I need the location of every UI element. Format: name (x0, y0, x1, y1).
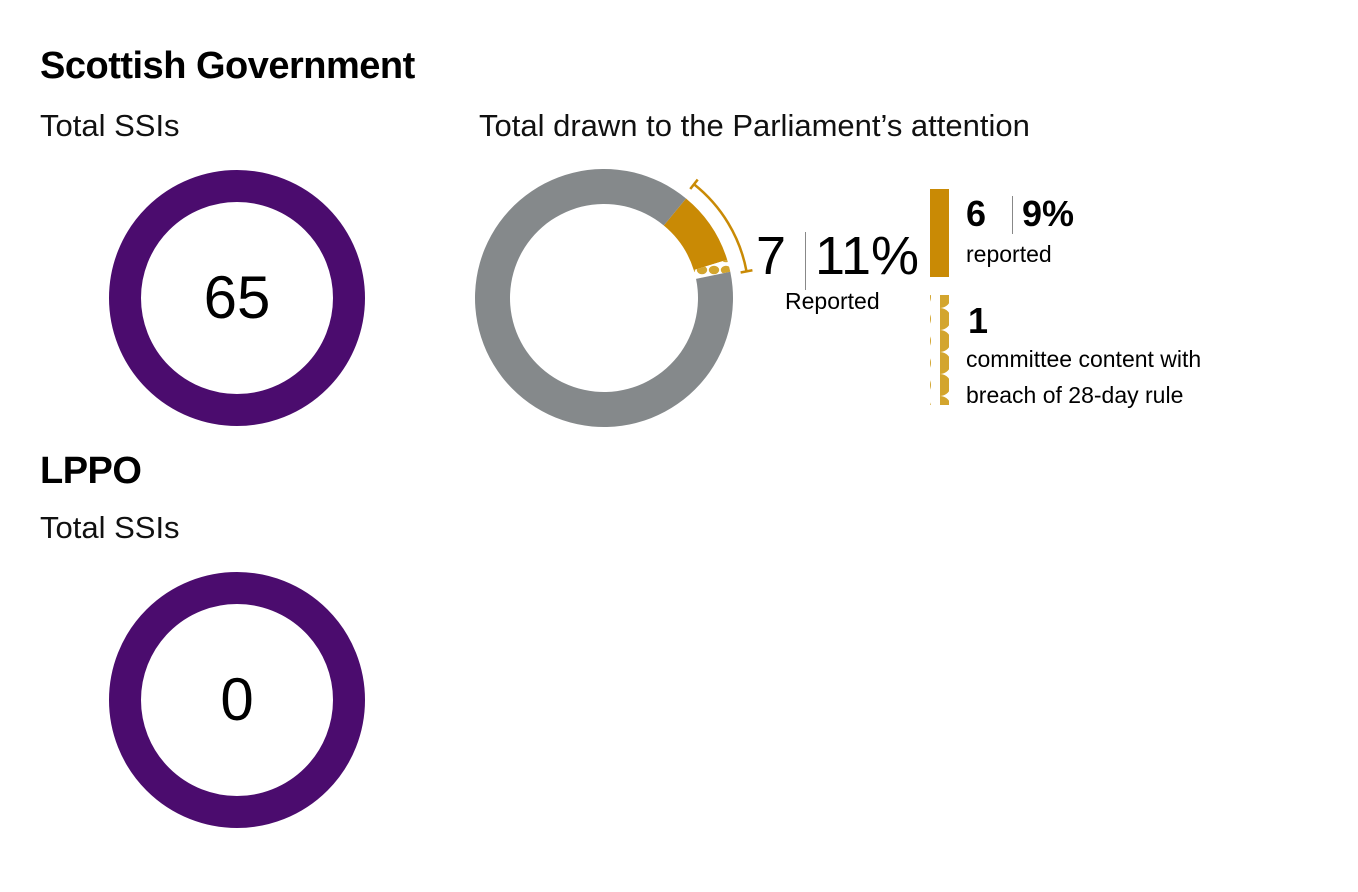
legend-count-reported: 6 (966, 193, 987, 234)
section-heading-sg: Scottish Government (40, 45, 415, 87)
drawn-divider (805, 232, 806, 290)
drawn-count: 7 (756, 226, 787, 286)
drawn-percent: 11% (815, 226, 920, 286)
legend-swatch-reported (930, 189, 949, 277)
legend-divider (1012, 196, 1013, 234)
drawn-label: Total drawn to the Parliament’s attentio… (479, 108, 1030, 143)
donut-slice-reported (663, 198, 728, 271)
total-ring-sg (109, 170, 365, 426)
donut-slice-committee (693, 259, 731, 279)
legend-label-committee-1: committee content with (966, 346, 1202, 372)
total-ring-lppo (109, 572, 365, 828)
total-value-sg: 65 (203, 264, 271, 331)
legend-swatch-committee (930, 295, 949, 405)
legend-percent-reported: 9% (1022, 193, 1075, 234)
section-heading-lppo: LPPO (40, 450, 142, 492)
legend-label-committee-2: breach of 28-day rule (966, 382, 1184, 408)
legend-label-reported: reported (966, 241, 1052, 267)
bracket-tick-bottom (740, 269, 753, 274)
drawn-caption: Reported (785, 288, 880, 314)
total-value-lppo: 0 (220, 666, 254, 733)
legend-count-committee: 1 (968, 300, 989, 341)
total-label-sg: Total SSIs (40, 108, 180, 143)
bracket-tick-top (689, 178, 699, 190)
total-label-lppo: Total SSIs (40, 510, 180, 545)
attention-donut (474, 168, 733, 427)
reported-bracket (693, 183, 748, 272)
